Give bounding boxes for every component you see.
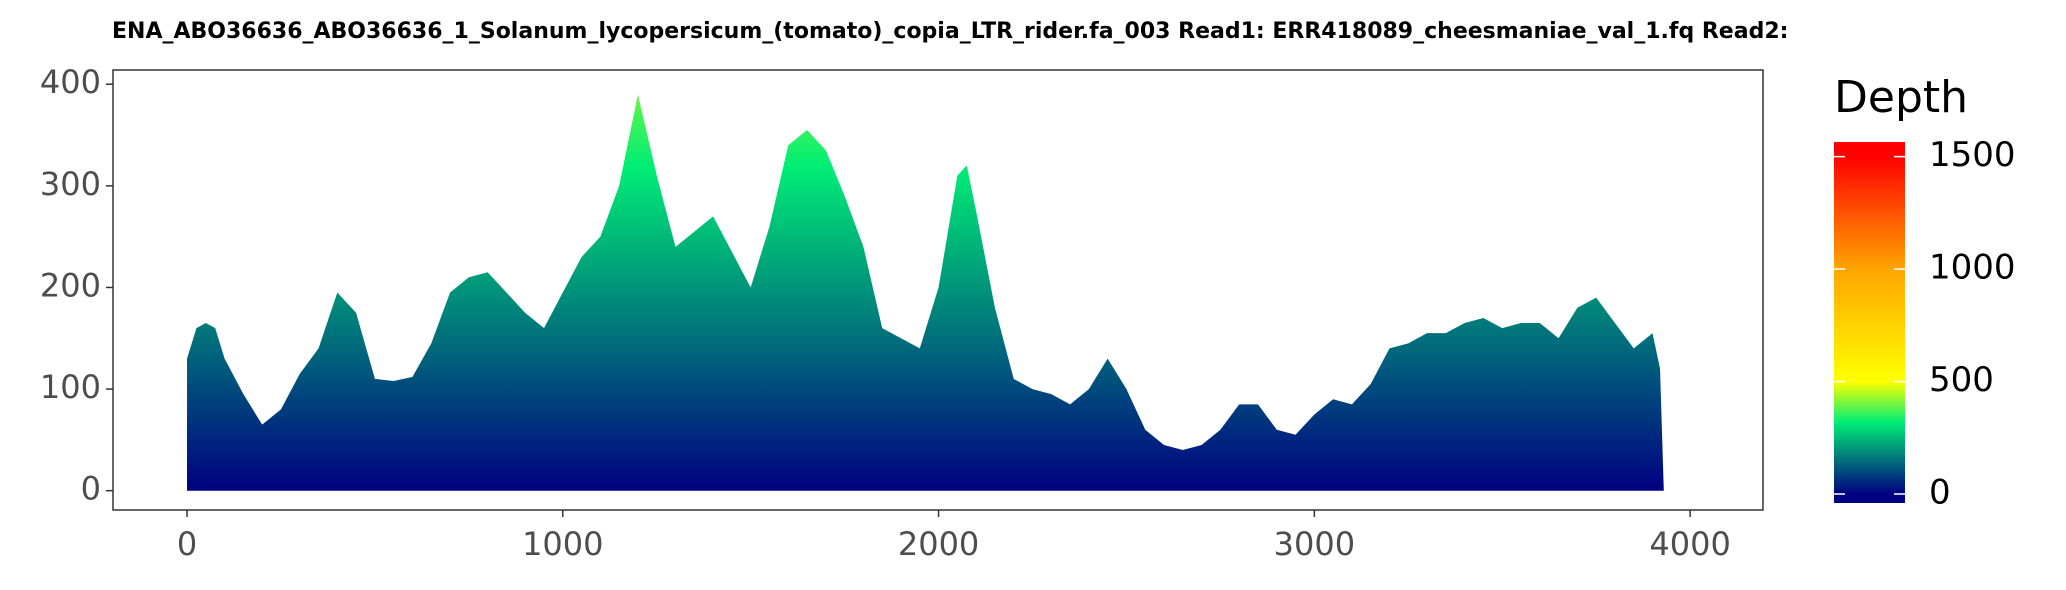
colorbar-tick-label: 1500 xyxy=(1929,135,2016,175)
x-tick-label: 4000 xyxy=(1649,525,1730,563)
x-tick-label: 3000 xyxy=(1274,525,1355,563)
x-tick-label: 1000 xyxy=(522,525,603,563)
y-tick-label: 200 xyxy=(40,266,101,304)
area xyxy=(187,94,1687,491)
chart-title: ENA_ABO36636_ABO36636_1_Solanum_lycopers… xyxy=(112,19,1788,44)
y-tick-label: 100 xyxy=(40,368,101,406)
legend-title: Depth xyxy=(1834,72,1968,123)
y-tick-label: 300 xyxy=(40,165,101,203)
colorbar-tick-label: 0 xyxy=(1929,473,1951,513)
y-tick-label: 400 xyxy=(40,63,101,101)
colorbar-tick-label: 500 xyxy=(1929,360,1994,400)
y-tick-label: 0 xyxy=(81,470,101,508)
colorbar xyxy=(1834,142,1905,503)
x-tick-label: 0 xyxy=(177,525,197,563)
colorbar-tick-label: 1000 xyxy=(1929,248,2016,288)
x-tick-label: 2000 xyxy=(898,525,979,563)
